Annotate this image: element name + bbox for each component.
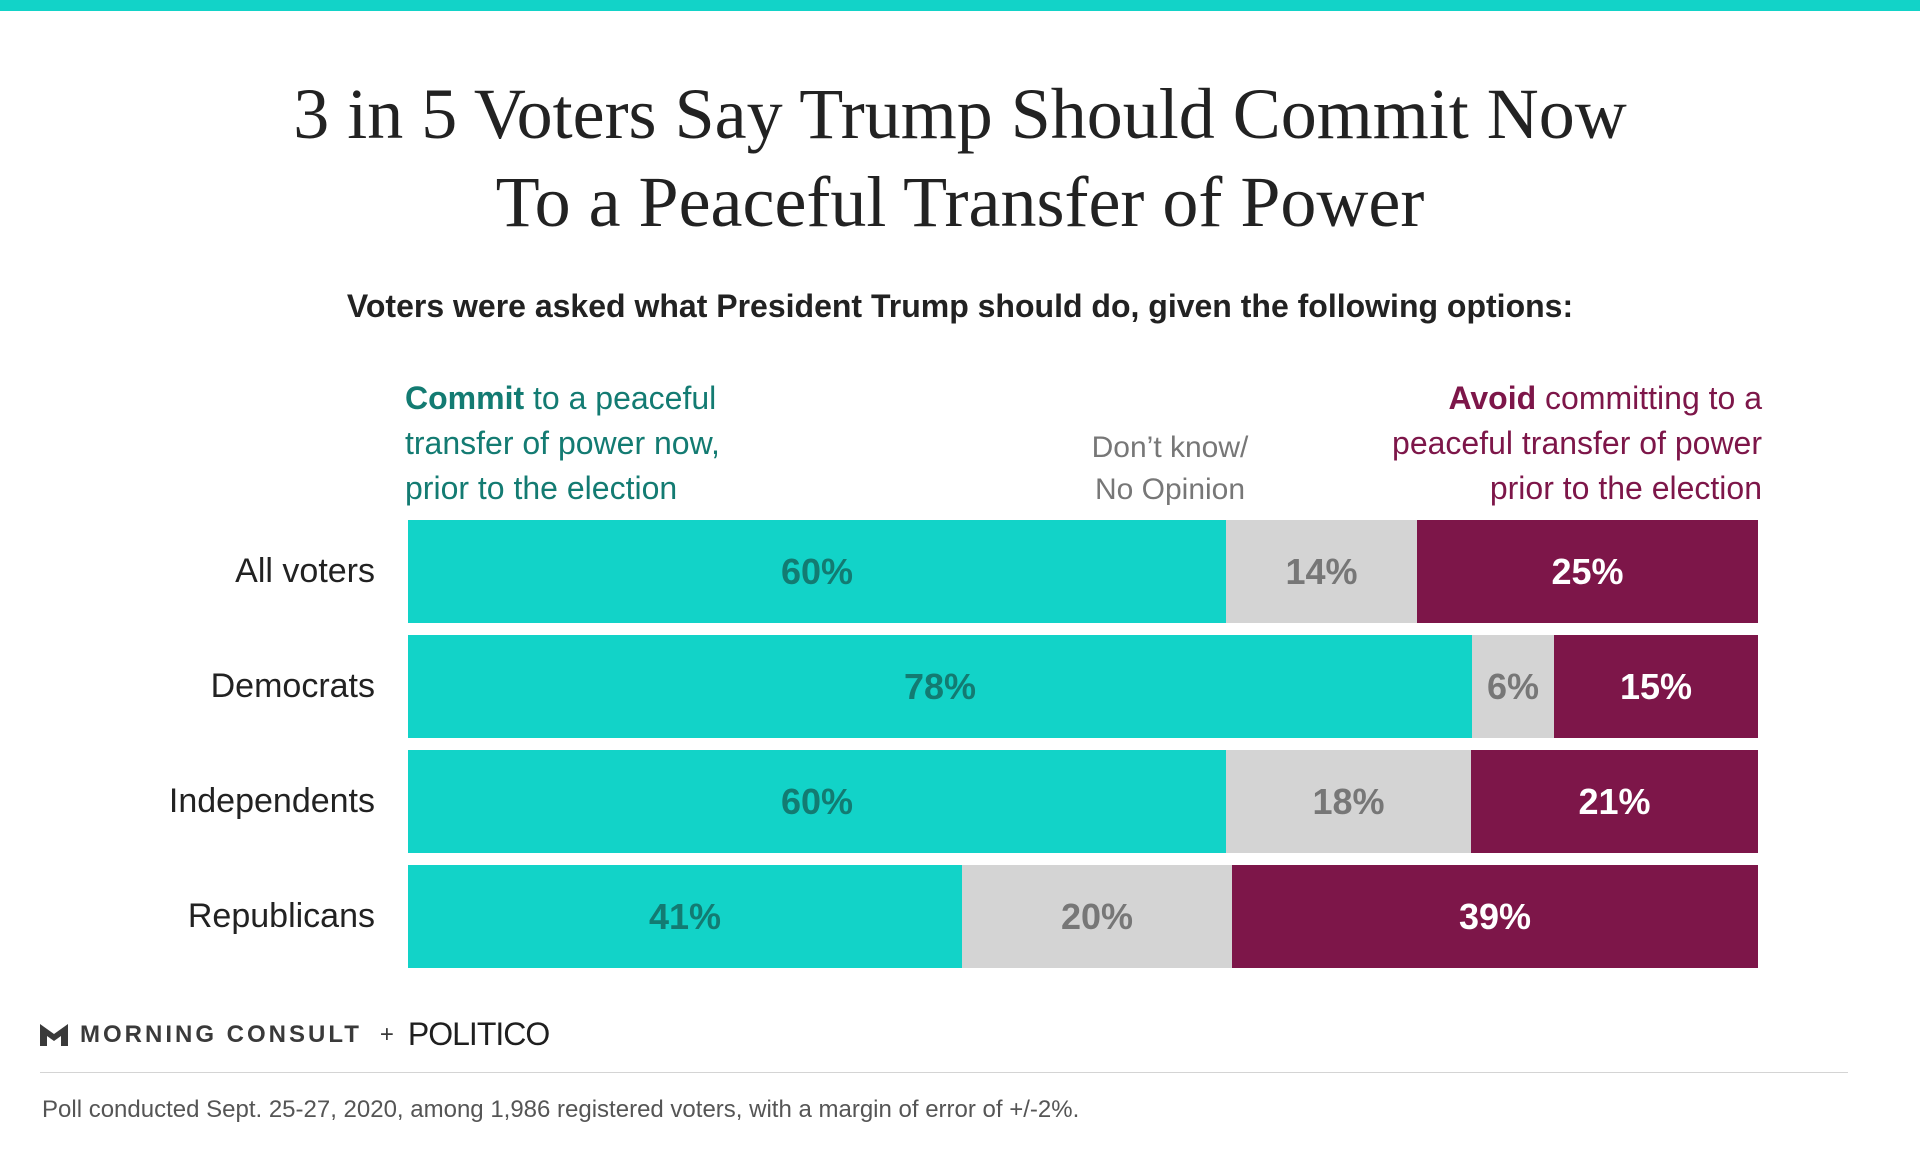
legend-avoid-line2: peaceful transfer of power	[1392, 425, 1762, 461]
category-label: Republicans	[187, 897, 375, 935]
bar-segment-avoid: 15%	[1554, 635, 1758, 738]
logo-block: MORNING CONSULT + POLITICO	[40, 1016, 550, 1053]
title-line-2: To a Peaceful Transfer of Power	[495, 162, 1425, 242]
legend-commit-line2: transfer of power now,	[405, 425, 720, 461]
legend-commit: Commit to a peaceful transfer of power n…	[405, 376, 825, 511]
legend-dk-line1: Don’t know/	[1091, 431, 1249, 464]
legend-avoid-line1: committing to a	[1536, 380, 1762, 416]
legend-avoid: Avoid committing to a peaceful transfer …	[1300, 376, 1762, 511]
bar-segment-commit: 60%	[408, 750, 1226, 853]
data-label: 14%	[1285, 550, 1358, 592]
chart-subtitle: Voters were asked what President Trump s…	[346, 288, 1574, 324]
legend-commit-bold: Commit	[405, 380, 525, 416]
title-line-1: 3 in 5 Voters Say Trump Should Commit No…	[293, 74, 1627, 154]
legend-commit-line3: prior to the election	[405, 470, 678, 506]
data-label: 78%	[903, 665, 977, 707]
data-label: 39%	[1458, 895, 1532, 937]
bar-segment-avoid: 21%	[1471, 750, 1758, 853]
bar-segment-dont-know: 14%	[1226, 520, 1417, 623]
legend-dont-know: Don’t know/ No Opinion	[1050, 427, 1290, 511]
category-label: All voters	[235, 552, 375, 590]
bar-segment-avoid: 25%	[1417, 520, 1758, 623]
legend-avoid-bold: Avoid	[1448, 380, 1537, 416]
bar-segment-dont-know: 20%	[962, 865, 1232, 968]
footer-divider	[40, 1072, 1848, 1073]
data-label: 6%	[1486, 665, 1540, 707]
morning-consult-m-icon	[40, 1023, 68, 1046]
bar-segment-dont-know: 18%	[1226, 750, 1471, 853]
data-label: 60%	[780, 780, 854, 822]
data-label: 18%	[1312, 780, 1385, 822]
bar-segment-commit: 60%	[408, 520, 1226, 623]
data-label: 60%	[780, 550, 854, 592]
bar-segment-commit: 78%	[408, 635, 1472, 738]
top-accent-bar	[0, 0, 1920, 11]
category-label: Democrats	[210, 667, 375, 705]
data-label: 20%	[1060, 895, 1134, 937]
legend-dk-line2: No Opinion	[1094, 473, 1246, 506]
footnote: Poll conducted Sept. 25-27, 2020, among …	[42, 1096, 1080, 1123]
legend-avoid-line3: prior to the election	[1489, 470, 1762, 506]
data-label: 21%	[1578, 780, 1651, 822]
data-label: 15%	[1619, 665, 1693, 707]
bar-segment-avoid: 39%	[1232, 865, 1758, 968]
category-label: Independents	[168, 782, 375, 820]
bar-segment-commit: 41%	[408, 865, 962, 968]
morning-consult-logo-text: MORNING CONSULT	[80, 1020, 362, 1048]
legend-commit-line1: to a peaceful	[524, 380, 717, 416]
politico-logo-text: POLITICO	[407, 1016, 550, 1052]
bar-segment-dont-know: 6%	[1472, 635, 1554, 738]
data-label: 41%	[648, 895, 722, 937]
chart-title: 3 in 5 Voters Say Trump Should Commit No…	[0, 70, 1920, 246]
data-label: 25%	[1551, 550, 1624, 592]
logo-plus: +	[379, 1020, 394, 1048]
